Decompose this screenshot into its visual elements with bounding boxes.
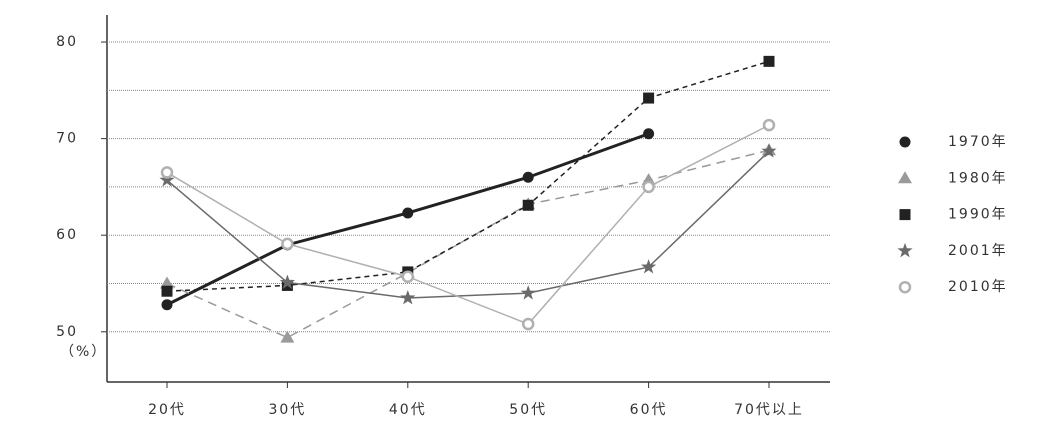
marker: [522, 171, 534, 183]
marker: [898, 171, 912, 184]
series-line: [166, 150, 770, 299]
legend-label: 2001年: [948, 243, 1008, 259]
marker: [897, 242, 913, 258]
marker: [280, 330, 295, 343]
marker: [159, 172, 175, 187]
marker: [643, 92, 655, 104]
marker: [160, 276, 174, 289]
marker: [642, 180, 655, 194]
marker: [401, 270, 415, 283]
y-axis-label: （%）: [60, 344, 107, 360]
legend-label: 1970年: [948, 134, 1008, 150]
series-line: [166, 149, 770, 339]
marker: [643, 128, 655, 140]
marker: [898, 280, 912, 294]
marker: [281, 237, 294, 251]
legend-label: 1980年: [948, 170, 1008, 186]
marker: [762, 118, 776, 132]
marker: [402, 207, 414, 219]
x-tick-label: 20代: [148, 402, 186, 418]
marker: [279, 274, 295, 289]
x-tick-label: 30代: [268, 402, 306, 418]
marker: [899, 209, 911, 221]
marker: [522, 199, 534, 211]
y-tick-label: 80: [56, 34, 78, 50]
legend-label: 2010年: [948, 279, 1008, 295]
marker: [400, 290, 416, 305]
series-line: [166, 124, 770, 325]
legend-label: 1990年: [948, 207, 1008, 223]
marker: [761, 143, 777, 158]
marker: [521, 317, 535, 331]
x-tick-label: 60代: [630, 402, 668, 418]
y-tick-label: 70: [56, 131, 78, 147]
series-line: [166, 60, 770, 292]
marker: [520, 285, 536, 300]
marker: [161, 285, 173, 297]
marker: [641, 259, 657, 274]
x-tick-label: 40代: [389, 402, 427, 418]
y-tick-label: 60: [56, 227, 78, 243]
marker: [160, 166, 174, 179]
marker: [899, 136, 911, 148]
x-tick-label: 50代: [509, 402, 547, 418]
y-tick-label: 50: [56, 324, 78, 340]
marker: [763, 55, 775, 67]
x-tick-label: 70代以上: [734, 402, 804, 418]
marker: [161, 299, 173, 311]
